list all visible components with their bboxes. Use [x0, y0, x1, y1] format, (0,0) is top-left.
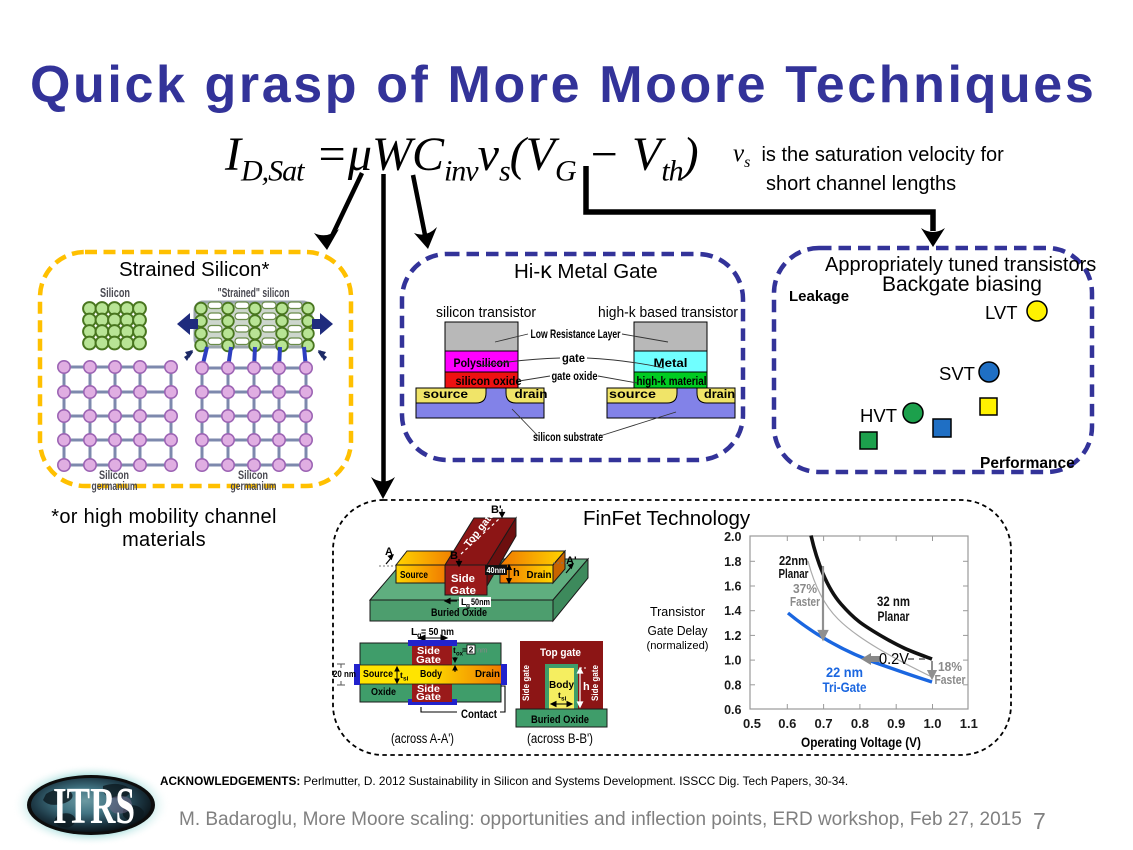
svg-text:20 nm: 20 nm: [333, 669, 356, 679]
svg-text:t: t: [400, 670, 403, 680]
svg-text:source: source: [609, 387, 656, 401]
svg-text:0.9: 0.9: [887, 716, 905, 731]
svg-text:22 nm: 22 nm: [826, 665, 863, 680]
svg-text:silicon transistor: silicon transistor: [436, 304, 536, 321]
svg-text:Buried Oxide: Buried Oxide: [531, 714, 589, 726]
svg-text:Transistor: Transistor: [650, 605, 705, 619]
svg-text:0.6: 0.6: [778, 716, 796, 731]
svg-text:Side gate: Side gate: [590, 665, 601, 701]
svg-text:silicon substrate: silicon substrate: [533, 430, 603, 444]
svg-text:germanium: germanium: [92, 479, 138, 493]
svg-text:si: si: [403, 676, 409, 683]
svg-text:2.0: 2.0: [724, 530, 741, 544]
svg-text:1.0: 1.0: [724, 654, 741, 668]
svg-text:A': A': [566, 555, 577, 567]
svg-text:Tri-Gate: Tri-Gate: [823, 680, 867, 695]
svg-text:A: A: [385, 546, 393, 558]
svg-text:Faster: Faster: [935, 673, 966, 687]
svg-text:high-k based transistor: high-k based transistor: [598, 304, 738, 321]
svg-text:h: h: [583, 681, 590, 693]
svg-text:Gate: Gate: [450, 585, 476, 597]
svg-text:Gate Delay: Gate Delay: [648, 624, 709, 638]
svg-text:1.4: 1.4: [724, 604, 741, 618]
svg-text:Planar: Planar: [779, 567, 809, 581]
svg-text:(normalized): (normalized): [647, 640, 709, 652]
svg-text:g: g: [466, 603, 470, 610]
svg-text:si: si: [561, 696, 567, 703]
svg-text:ox: ox: [456, 652, 464, 658]
svg-text:Drain: Drain: [475, 668, 500, 680]
svg-text:Top gate: Top gate: [540, 647, 581, 659]
svg-text:(across A-A'): (across A-A'): [391, 731, 454, 746]
svg-text:Side gate: Side gate: [521, 665, 532, 701]
svg-text:0.8: 0.8: [724, 678, 741, 692]
svg-text:silicon oxide: silicon oxide: [456, 374, 522, 388]
svg-text:0.6: 0.6: [724, 703, 741, 717]
svg-text:L: L: [411, 626, 418, 638]
svg-text:L: L: [461, 597, 467, 607]
svg-text:gate oxide: gate oxide: [552, 369, 598, 383]
svg-text:Low Resistance Layer: Low Resistance Layer: [531, 327, 621, 341]
svg-text:Silicon: Silicon: [238, 468, 268, 482]
svg-text:germanium: germanium: [231, 479, 277, 493]
svg-text:(across B-B'): (across B-B'): [527, 731, 593, 746]
svg-text:B': B': [491, 504, 502, 516]
svg-text:B: B: [450, 550, 458, 562]
svg-text:h: h: [513, 567, 520, 579]
svg-text:0.8: 0.8: [851, 716, 869, 731]
svg-text:Silicon: Silicon: [100, 286, 130, 300]
svg-text:Side: Side: [417, 646, 440, 657]
svg-text:Polysilicon: Polysilicon: [454, 356, 510, 370]
svg-text:0.5: 0.5: [743, 716, 761, 731]
svg-text:t: t: [453, 645, 456, 655]
svg-text:Metal: Metal: [654, 356, 688, 370]
svg-text:t: t: [558, 690, 561, 700]
svg-text:= 50 nm: = 50 nm: [421, 626, 454, 638]
svg-text:Planar: Planar: [878, 609, 911, 624]
svg-text:Oxide: Oxide: [371, 686, 396, 698]
svg-text:Gate: Gate: [416, 692, 441, 703]
svg-text:Source: Source: [400, 570, 428, 581]
svg-text:=: =: [462, 645, 467, 655]
svg-text:nm: nm: [477, 646, 487, 655]
svg-text:0.7: 0.7: [815, 716, 833, 731]
svg-text:22nm: 22nm: [779, 554, 808, 568]
svg-text:gate: gate: [562, 351, 585, 365]
svg-text:ITRS: ITRS: [53, 778, 135, 835]
svg-text:Silicon: Silicon: [99, 468, 129, 482]
svg-text:Side: Side: [451, 573, 475, 585]
svg-text:Body: Body: [420, 668, 442, 680]
svg-text:Operating Voltage (V): Operating Voltage (V): [801, 735, 921, 750]
svg-text:40nm: 40nm: [487, 566, 506, 575]
svg-text:18%: 18%: [938, 660, 962, 674]
svg-text:37%: 37%: [793, 582, 817, 596]
svg-text:1.0: 1.0: [923, 716, 941, 731]
svg-text:Faster: Faster: [790, 595, 820, 609]
svg-text:0.2V: 0.2V: [879, 651, 910, 668]
svg-text:1.8: 1.8: [724, 555, 741, 569]
svg-text:Body: Body: [549, 680, 574, 691]
svg-text:Gate: Gate: [416, 655, 441, 666]
svg-text:50nm: 50nm: [471, 597, 490, 607]
svg-text:Buried Oxide: Buried Oxide: [431, 607, 487, 619]
svg-text:drain: drain: [515, 387, 548, 401]
svg-text:Drain: Drain: [527, 570, 552, 581]
svg-text:"Strained" silicon: "Strained" silicon: [218, 286, 290, 300]
svg-text:32 nm: 32 nm: [877, 594, 910, 609]
svg-text:drain: drain: [704, 387, 735, 401]
svg-text:Side: Side: [417, 684, 440, 695]
svg-text:1.2: 1.2: [724, 629, 741, 643]
svg-text:high-k material: high-k material: [637, 374, 707, 388]
svg-text:Source: Source: [363, 668, 393, 680]
svg-text:source: source: [423, 387, 468, 401]
svg-text:1.6: 1.6: [724, 580, 741, 594]
svg-text:g: g: [417, 631, 422, 640]
svg-text:1.1: 1.1: [960, 716, 978, 731]
svg-text:Contact: Contact: [461, 709, 497, 721]
svg-text:2: 2: [469, 645, 474, 655]
